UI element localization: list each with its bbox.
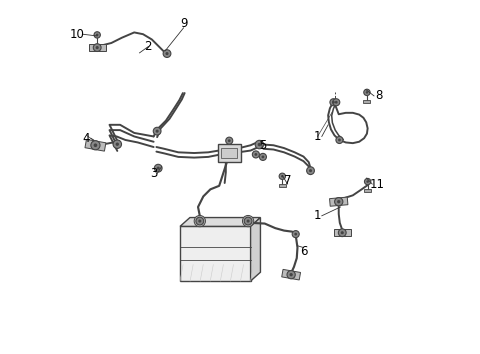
Circle shape: [163, 50, 171, 57]
Text: 6: 6: [300, 245, 307, 258]
Bar: [364, 189, 371, 192]
Circle shape: [287, 270, 295, 279]
Circle shape: [244, 217, 252, 225]
Circle shape: [228, 139, 231, 142]
Circle shape: [337, 200, 340, 203]
Circle shape: [94, 143, 97, 147]
Circle shape: [242, 216, 254, 227]
Circle shape: [279, 173, 286, 179]
Circle shape: [226, 137, 233, 144]
Circle shape: [307, 167, 314, 175]
Text: 7: 7: [284, 174, 291, 187]
Polygon shape: [282, 269, 300, 280]
Circle shape: [252, 151, 259, 158]
Circle shape: [366, 91, 368, 94]
Circle shape: [338, 229, 346, 236]
Text: 3: 3: [150, 167, 157, 180]
Circle shape: [335, 101, 337, 104]
Circle shape: [262, 155, 264, 158]
Text: 4: 4: [83, 132, 90, 145]
Circle shape: [336, 136, 343, 143]
Circle shape: [196, 217, 204, 225]
Circle shape: [116, 143, 119, 146]
Bar: [279, 184, 286, 187]
Circle shape: [364, 89, 370, 96]
Circle shape: [247, 219, 250, 223]
Bar: [363, 100, 371, 103]
Circle shape: [96, 46, 99, 49]
Text: 2: 2: [144, 40, 152, 53]
FancyBboxPatch shape: [218, 144, 240, 162]
Polygon shape: [85, 139, 106, 151]
Circle shape: [153, 127, 161, 135]
Polygon shape: [330, 197, 348, 206]
Circle shape: [113, 140, 121, 148]
Circle shape: [309, 169, 312, 172]
Circle shape: [91, 141, 100, 150]
Text: 1: 1: [314, 130, 321, 143]
Polygon shape: [334, 229, 351, 236]
Circle shape: [94, 32, 100, 38]
Text: 11: 11: [370, 178, 385, 190]
Circle shape: [330, 99, 337, 106]
Text: 5: 5: [259, 139, 266, 152]
Circle shape: [281, 175, 284, 178]
Circle shape: [289, 273, 293, 276]
Polygon shape: [251, 218, 261, 281]
Circle shape: [366, 180, 369, 183]
Polygon shape: [180, 226, 251, 281]
Circle shape: [198, 219, 201, 223]
Circle shape: [341, 231, 344, 234]
Text: 9: 9: [180, 17, 187, 30]
Text: 1: 1: [314, 209, 321, 222]
Text: 8: 8: [375, 90, 383, 102]
Circle shape: [294, 233, 297, 235]
Circle shape: [156, 130, 159, 133]
Circle shape: [335, 198, 343, 206]
Circle shape: [154, 164, 162, 172]
Circle shape: [332, 101, 335, 104]
Circle shape: [254, 153, 257, 156]
Circle shape: [258, 143, 261, 146]
Circle shape: [93, 44, 101, 51]
Text: 10: 10: [70, 28, 84, 41]
Circle shape: [259, 153, 266, 160]
Circle shape: [292, 230, 299, 238]
Polygon shape: [180, 218, 261, 226]
Circle shape: [333, 99, 340, 106]
Circle shape: [96, 34, 98, 36]
Circle shape: [156, 167, 160, 170]
Circle shape: [194, 216, 205, 227]
Circle shape: [338, 138, 341, 141]
Circle shape: [364, 178, 371, 185]
Polygon shape: [89, 44, 106, 51]
Circle shape: [255, 140, 264, 149]
Circle shape: [166, 52, 168, 55]
Bar: [221, 148, 237, 158]
